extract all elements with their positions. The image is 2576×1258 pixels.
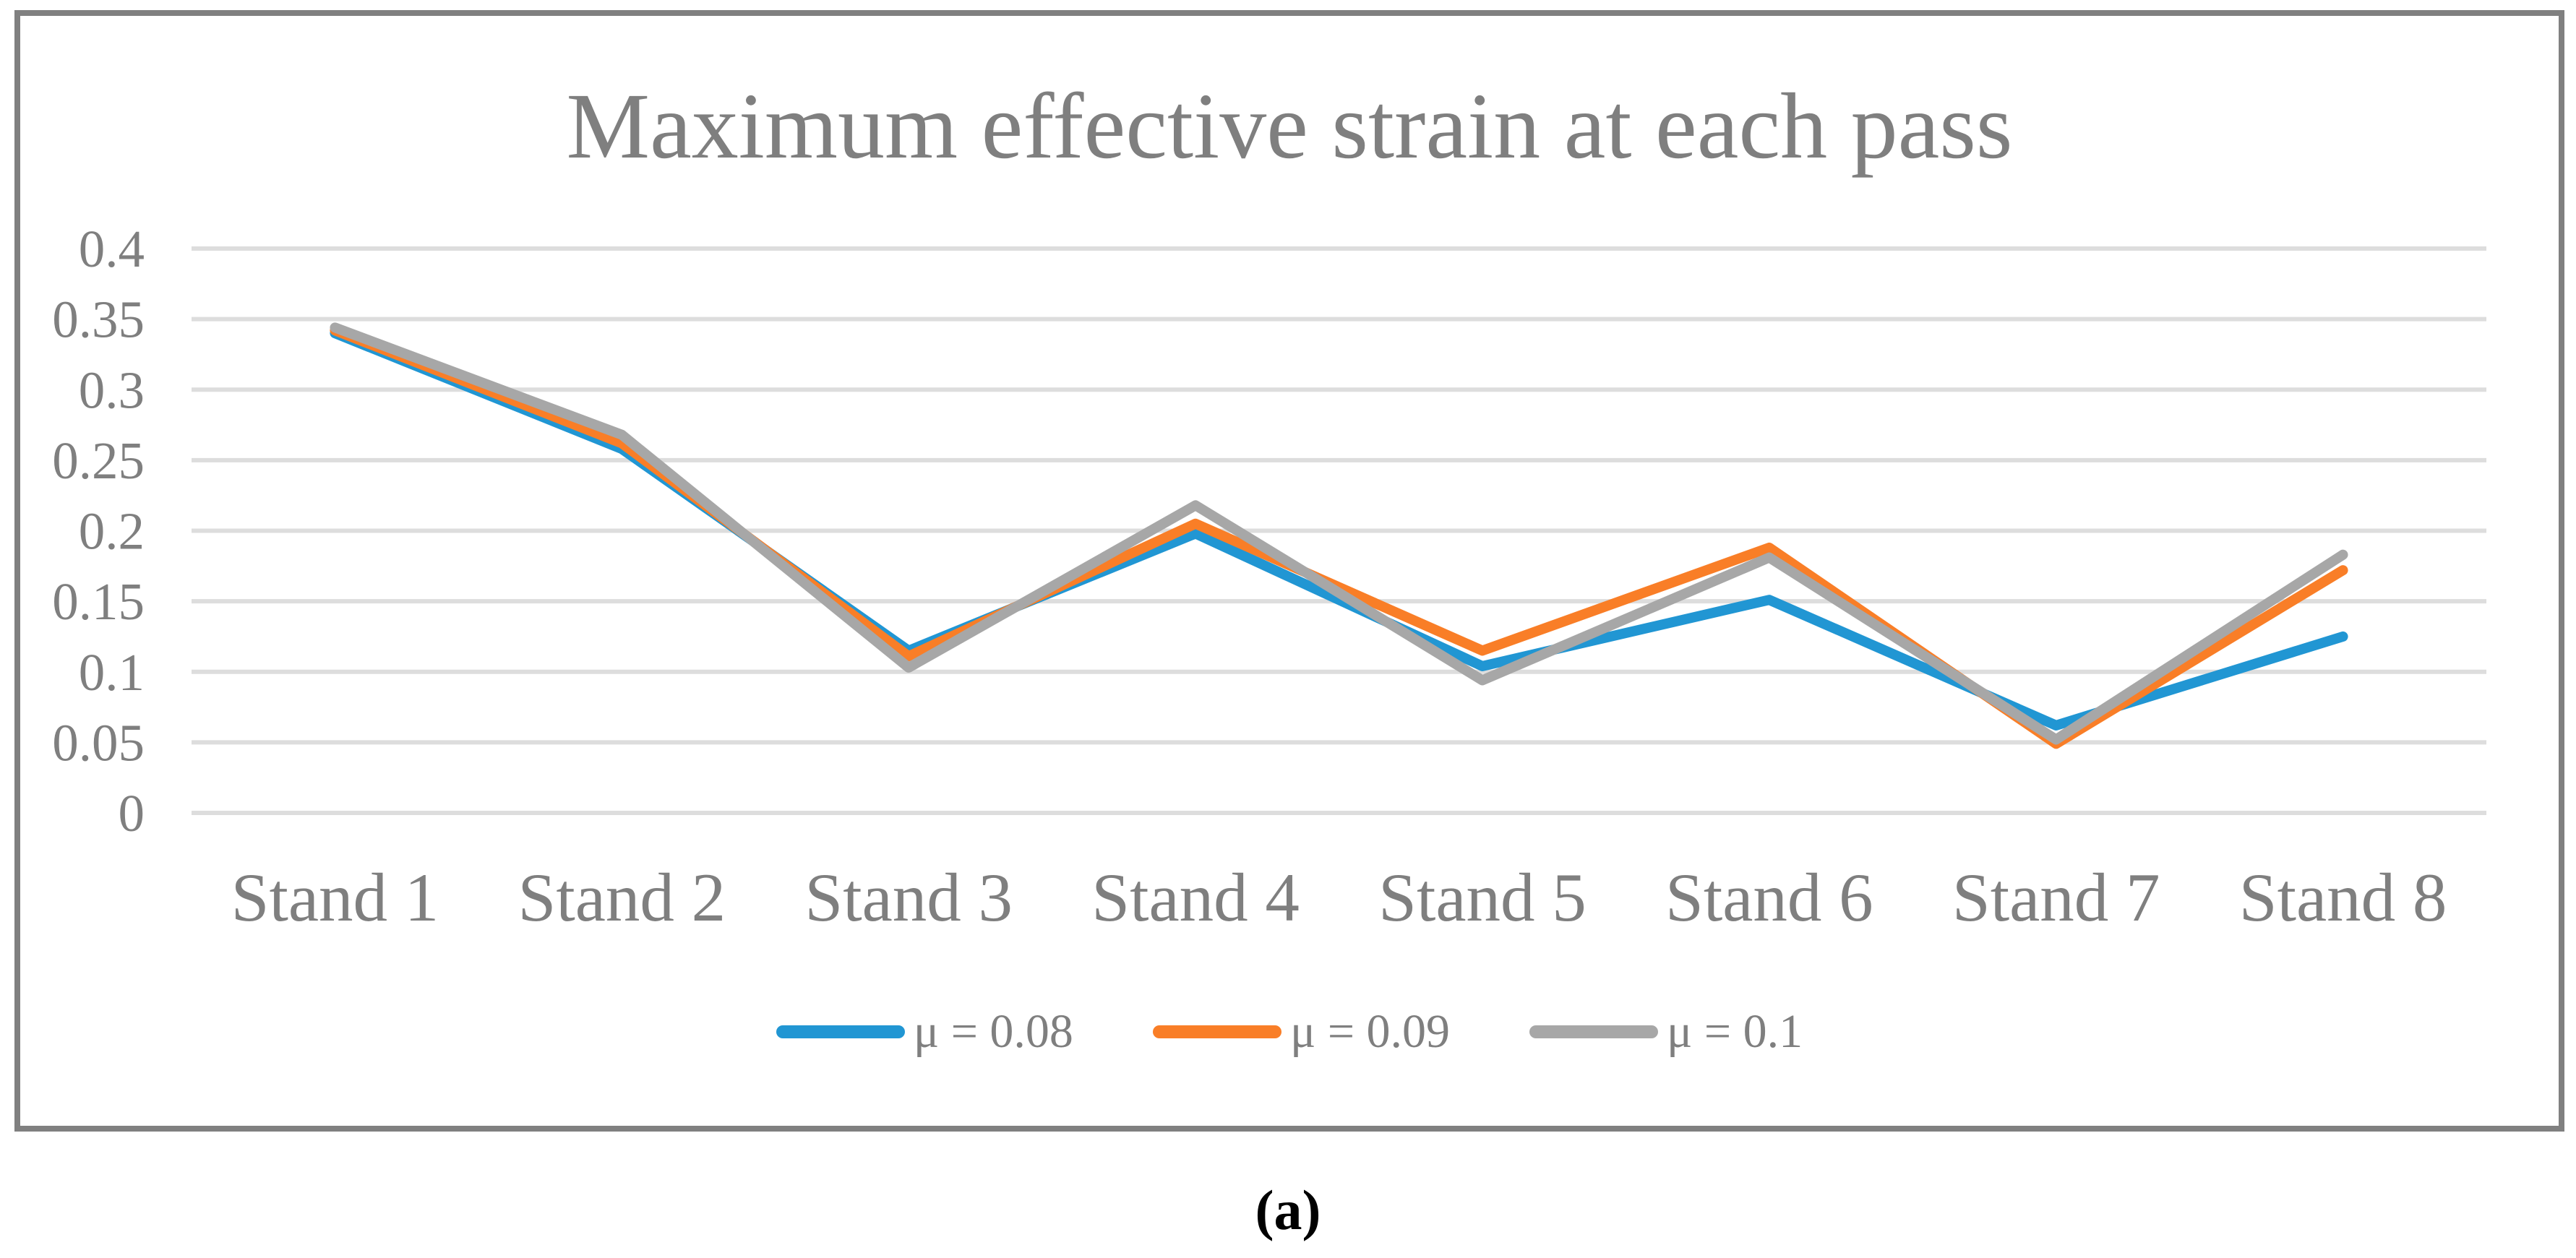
chart-container bbox=[14, 10, 2564, 1132]
y-tick-label: 0.25 bbox=[52, 431, 145, 490]
x-axis-label: Stand 1 bbox=[231, 859, 439, 936]
y-tick-label: 0.3 bbox=[79, 361, 145, 419]
legend-item-mu-008: μ = 0.08 bbox=[776, 1004, 1073, 1059]
y-tick-label: 0.1 bbox=[79, 643, 145, 702]
x-axis-label: Stand 4 bbox=[1091, 859, 1300, 936]
legend-item-mu-01: μ = 0.1 bbox=[1529, 1004, 1803, 1059]
legend-label-mu-008: μ = 0.08 bbox=[913, 1005, 1073, 1058]
x-axis-label: Stand 7 bbox=[1952, 859, 2160, 936]
figure-caption: (a) bbox=[1255, 1179, 1321, 1241]
x-axis-label: Stand 2 bbox=[518, 859, 726, 936]
legend-label-mu-01: μ = 0.1 bbox=[1667, 1005, 1803, 1058]
y-tick-label: 0.15 bbox=[52, 572, 145, 631]
legend: μ = 0.08 μ = 0.09 μ = 0.1 bbox=[14, 1004, 2564, 1059]
series-line-2 bbox=[330, 322, 2348, 745]
y-tick-label: 0.05 bbox=[52, 713, 145, 772]
legend-swatch-mu-008 bbox=[776, 1025, 905, 1038]
y-tick-label: 0.4 bbox=[79, 220, 145, 278]
y-tick-label: 0.35 bbox=[52, 290, 145, 349]
y-tick-label: 0.2 bbox=[79, 502, 145, 561]
legend-label-mu-009: μ = 0.09 bbox=[1289, 1005, 1451, 1058]
x-axis-label: Stand 8 bbox=[2239, 859, 2447, 936]
legend-swatch-mu-009 bbox=[1152, 1025, 1281, 1038]
legend-swatch-mu-01 bbox=[1529, 1025, 1659, 1038]
chart-title: Maximum effective strain at each pass bbox=[566, 74, 2013, 178]
x-axis-label: Stand 6 bbox=[1665, 859, 1873, 936]
series-line-1 bbox=[330, 325, 2348, 749]
y-tick-label: 0 bbox=[119, 784, 145, 843]
legend-item-mu-009: μ = 0.09 bbox=[1152, 1004, 1451, 1059]
x-axis-label: Stand 5 bbox=[1378, 859, 1587, 936]
x-axis-label: Stand 3 bbox=[804, 859, 1013, 936]
